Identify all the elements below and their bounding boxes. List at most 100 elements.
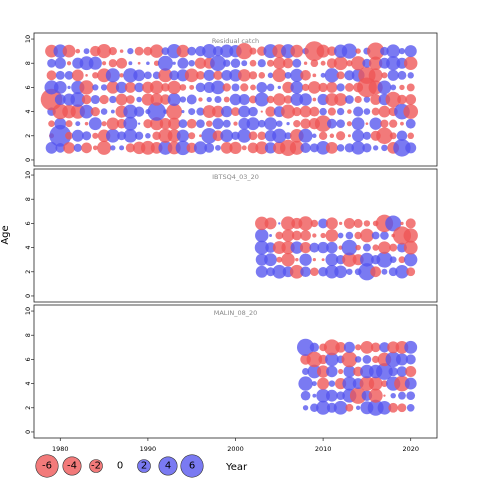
residual-bubble	[238, 105, 251, 118]
residual-bubble	[189, 84, 195, 90]
residual-bubble	[386, 56, 401, 71]
residual-bubble	[124, 81, 136, 93]
residual-bubble	[363, 108, 371, 115]
residual-bubble	[355, 405, 361, 410]
residual-bubble	[63, 142, 75, 154]
residual-bubble	[405, 94, 417, 105]
residual-bubble	[406, 403, 415, 412]
residual-bubble	[312, 97, 317, 102]
residual-bubble	[365, 122, 369, 126]
residual-bubble	[385, 351, 401, 368]
residual-bubble	[337, 232, 344, 239]
residual-bubble	[257, 131, 267, 141]
residual-bubble	[92, 145, 98, 151]
residual-bubble	[317, 93, 329, 106]
residual-bubble	[386, 44, 400, 58]
residual-bubble	[318, 82, 328, 93]
residual-bubble	[363, 96, 371, 103]
residual-bubble	[48, 120, 55, 127]
residual-bubble	[188, 132, 196, 140]
residual-bubble	[65, 120, 73, 128]
residual-bubble	[346, 60, 353, 67]
residual-bubble	[298, 216, 313, 231]
y-tick-label: 6	[24, 357, 32, 361]
residual-bubble	[196, 119, 205, 128]
residual-bubble	[250, 84, 256, 91]
residual-bubble	[145, 133, 151, 139]
residual-bubble	[47, 58, 56, 68]
residual-bubble	[341, 239, 358, 256]
residual-bubble	[123, 68, 138, 83]
residual-bubble	[92, 132, 99, 139]
residual-bubble	[188, 108, 196, 116]
y-tick-label: 8	[24, 197, 32, 201]
residual-bubble	[92, 84, 99, 91]
residual-bubble	[128, 61, 133, 66]
residual-bubble	[368, 376, 383, 391]
residual-bubble	[405, 354, 416, 365]
residual-bubble	[404, 253, 418, 267]
residual-bubble	[195, 82, 206, 93]
residual-bubble	[119, 145, 125, 151]
residual-bubble	[134, 46, 144, 56]
residual-bubble	[321, 258, 325, 262]
residual-bubble	[381, 268, 388, 275]
residual-bubble	[275, 231, 284, 240]
residual-bubble	[314, 115, 332, 132]
residual-bubble	[229, 141, 242, 154]
residual-bubble	[108, 47, 117, 56]
residual-bubble	[264, 253, 277, 267]
residual-bubble	[293, 120, 301, 128]
residual-bubble	[370, 94, 382, 105]
residual-bubble	[300, 142, 311, 154]
residual-bubble	[116, 57, 128, 69]
legend-label: -4	[67, 461, 77, 472]
residual-bubble	[403, 228, 418, 243]
residual-bubble	[238, 93, 250, 106]
residual-bubble	[267, 72, 274, 79]
residual-bubble	[231, 131, 240, 140]
residual-bubble	[264, 117, 277, 131]
residual-bubble	[296, 338, 315, 356]
residual-bubble	[81, 94, 92, 105]
residual-bubble	[345, 403, 354, 412]
residual-bubble	[362, 143, 372, 153]
residual-bubble	[172, 61, 176, 65]
residual-bubble	[349, 387, 367, 404]
residual-bubble	[278, 222, 281, 225]
residual-bubble	[390, 392, 396, 399]
residual-bubble	[283, 95, 293, 104]
residual-bubble	[367, 42, 385, 60]
residual-bubble	[362, 243, 371, 252]
residual-bubble	[181, 110, 185, 114]
residual-bubble	[206, 120, 213, 127]
residual-bubble	[286, 122, 290, 126]
residual-bubble	[203, 69, 215, 81]
residual-bubble	[316, 365, 330, 378]
residual-bubble	[221, 69, 233, 81]
residual-bubble	[282, 81, 294, 94]
residual-bubble	[291, 230, 302, 241]
residual-bubble	[100, 84, 108, 91]
residual-bubble	[372, 355, 380, 364]
residual-bubble	[223, 96, 230, 103]
residual-bubble	[312, 393, 317, 398]
residual-bubble	[290, 93, 304, 106]
residual-bubble	[354, 356, 362, 363]
residual-bubble	[309, 242, 320, 253]
residual-bubble	[236, 43, 253, 60]
y-tick-label: 0	[24, 294, 32, 298]
residual-bubble	[347, 134, 351, 138]
residual-bubble	[360, 228, 374, 243]
residual-bubble	[233, 121, 238, 126]
residual-bubble	[345, 231, 354, 240]
residual-bubble	[206, 96, 212, 103]
residual-bubble	[55, 70, 65, 80]
residual-bubble	[312, 258, 316, 262]
residual-bubble	[249, 95, 257, 104]
y-tick-label: 8	[24, 61, 32, 65]
residual-bubble	[362, 58, 372, 68]
residual-bubble	[54, 57, 66, 69]
residual-bubble	[176, 129, 190, 142]
